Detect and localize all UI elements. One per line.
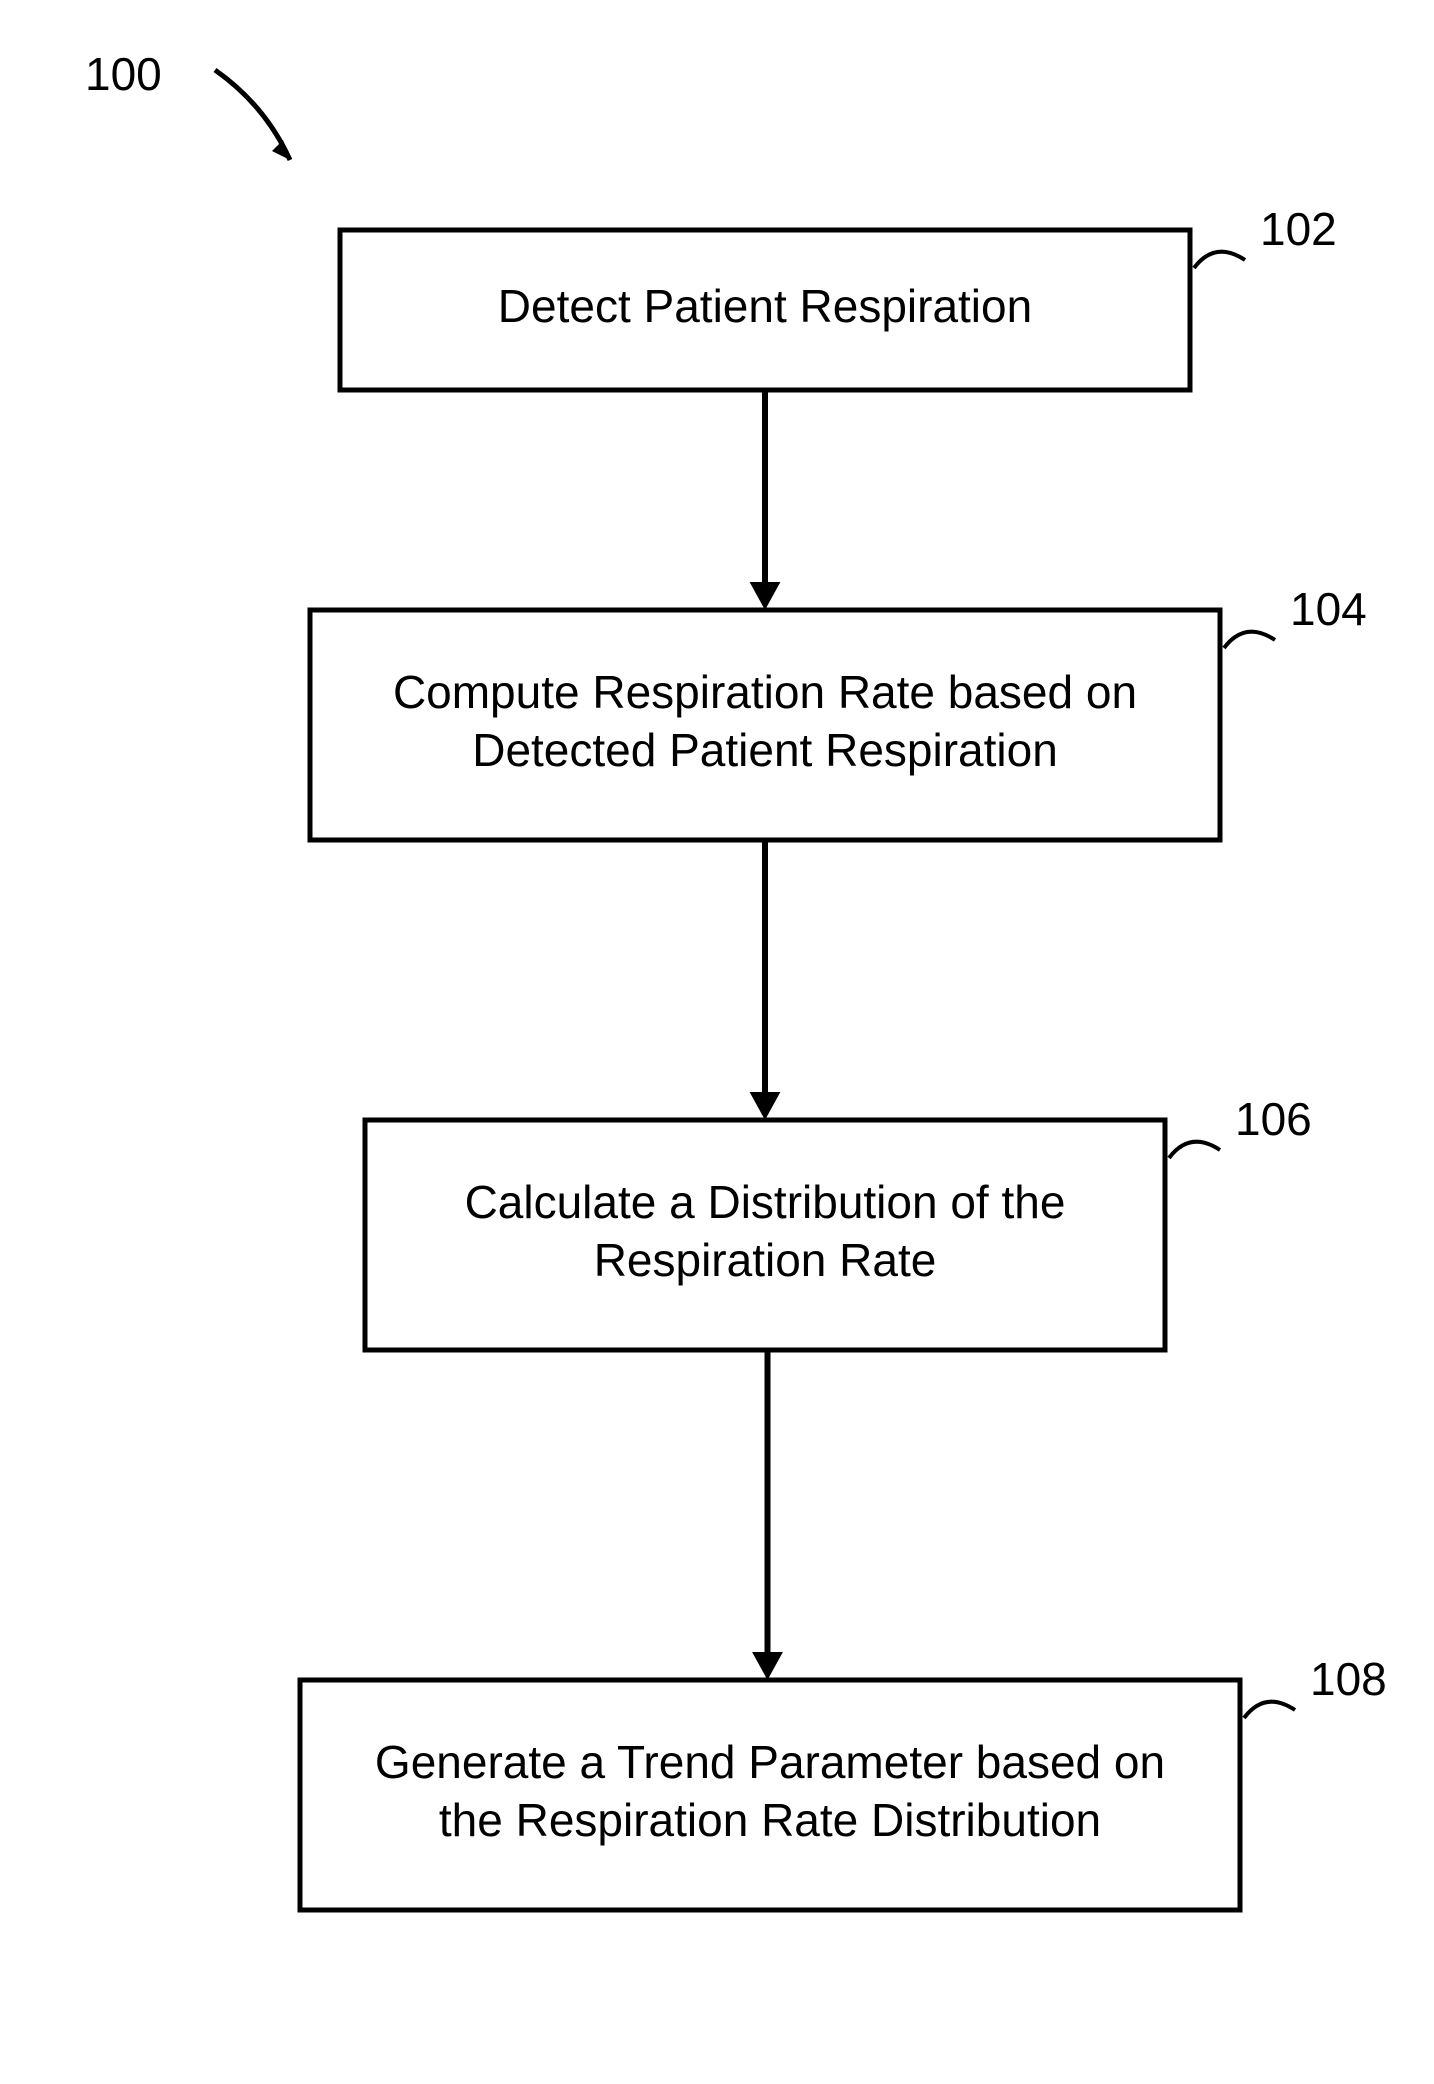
flow-step-text: Detect Patient Respiration bbox=[498, 280, 1032, 332]
flow-step-text: Detected Patient Respiration bbox=[472, 724, 1058, 776]
step-ref-number: 106 bbox=[1235, 1093, 1312, 1145]
flow-step-text: Calculate a Distribution of the bbox=[465, 1176, 1066, 1228]
flow-step-text: the Respiration Rate Distribution bbox=[439, 1794, 1101, 1846]
flowchart-canvas: 100 Detect Patient Respiration 102 Compute … bbox=[0, 0, 1434, 2084]
flow-step-text: Generate a Trend Parameter based on bbox=[375, 1736, 1165, 1788]
flow-step-b106: Calculate a Distribution of the Respirati… bbox=[365, 1120, 1165, 1350]
figure-number-label: 100 bbox=[85, 48, 162, 100]
step-ref-number: 104 bbox=[1290, 583, 1367, 635]
flow-step-text: Compute Respiration Rate based on bbox=[393, 666, 1137, 718]
flow-step-b104: Compute Respiration Rate based on Detecte… bbox=[310, 610, 1220, 840]
step-ref-number: 108 bbox=[1310, 1653, 1387, 1705]
flow-step-text: Respiration Rate bbox=[594, 1234, 937, 1286]
flow-step-b108: Generate a Trend Parameter based on the R… bbox=[300, 1680, 1240, 1910]
flow-step-b102: Detect Patient Respiration bbox=[340, 230, 1190, 390]
step-ref-number: 102 bbox=[1260, 203, 1337, 255]
